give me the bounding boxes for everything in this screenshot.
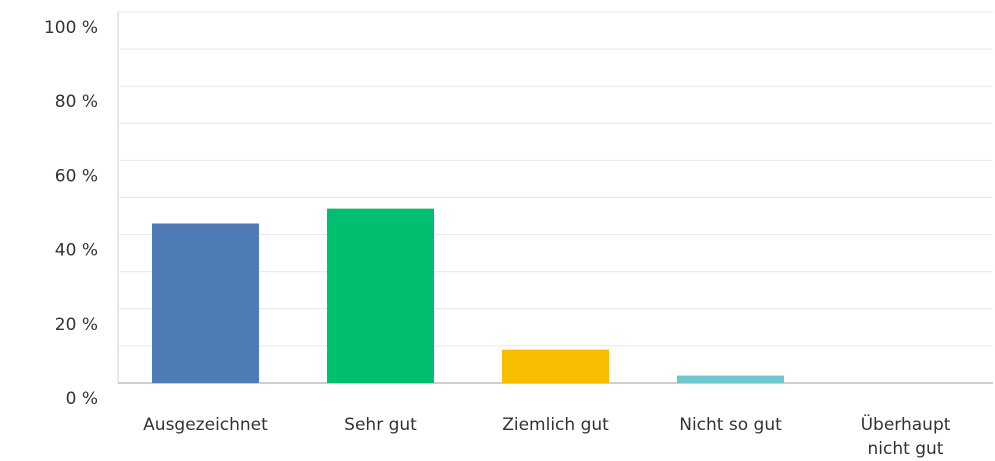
y-tick-label: 40 % xyxy=(55,241,98,261)
y-tick-label: 20 % xyxy=(55,315,98,335)
x-tick-label: Ausgezeichnet xyxy=(143,415,268,435)
x-tick-label: Sehr gut xyxy=(344,415,417,435)
y-tick-label: 80 % xyxy=(55,92,98,112)
bar xyxy=(327,208,434,383)
y-tick-label: 60 % xyxy=(55,166,98,186)
x-tick-label: Überhaupt nicht gut xyxy=(861,413,951,459)
x-tick-label: Ziemlich gut xyxy=(502,415,609,435)
x-tick-label: Nicht so gut xyxy=(679,415,782,435)
y-tick-label: 100 % xyxy=(44,18,98,38)
y-tick-label: 0 % xyxy=(66,389,98,409)
bar xyxy=(677,375,784,383)
bar xyxy=(502,349,609,383)
bar xyxy=(152,223,259,383)
